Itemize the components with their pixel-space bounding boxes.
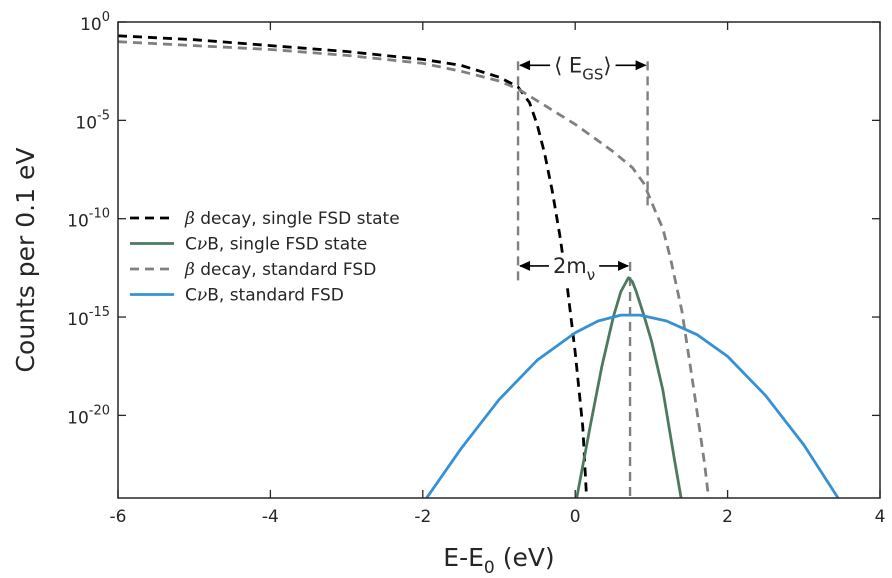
legend-item-1: CνB, single FSD state xyxy=(130,235,367,255)
ground-state-energy-bracket-label-bg xyxy=(550,52,616,85)
neutrino-mass-bracket-label: 2mν xyxy=(553,254,595,284)
y-tick-label-1: 10-5 xyxy=(75,108,110,133)
ground-state-energy-bracket: ⟨ EGS⟩ xyxy=(519,52,647,85)
series-line-2 xyxy=(118,40,710,498)
legend: β decay, single FSD state CνB, single FSD… xyxy=(130,209,400,306)
x-tick-label-5: 4 xyxy=(875,507,886,527)
annotations: ⟨ EGS⟩ 2mν xyxy=(519,52,647,285)
y-tick-label-3: 10-15 xyxy=(67,305,110,330)
legend-label-0: β decay, single FSD state xyxy=(184,209,400,229)
legend-item-2: β decay, standard FSD xyxy=(130,260,376,280)
legend-label-1: CνB, single FSD state xyxy=(185,235,367,255)
plot-clip-group xyxy=(118,34,840,498)
plot-area xyxy=(118,34,840,498)
neutrino-mass-bracket-label-bg xyxy=(548,252,600,285)
y-tick-label-4: 10-20 xyxy=(67,403,110,428)
x-axis-title: E-E0 (eV) xyxy=(443,543,554,578)
series-line-0 xyxy=(118,34,588,498)
series-line-1 xyxy=(575,276,683,498)
x-tick-label-1: -4 xyxy=(262,507,279,527)
x-tick-label-2: -2 xyxy=(414,507,431,527)
x-tick-label-0: -6 xyxy=(110,507,127,527)
y-tick-label-0: 100 xyxy=(80,10,110,35)
plot-frame xyxy=(117,21,881,499)
ground-state-energy-bracket-label: ⟨ EGS⟩ xyxy=(554,53,612,83)
y-axis-title: Counts per 0.1 eV xyxy=(11,148,40,373)
series-line-3 xyxy=(425,313,840,498)
ground-state-energy-bracket-arrowhead-left xyxy=(519,60,531,71)
x-tick-label-4: 2 xyxy=(722,507,733,527)
y-tick-label-2: 10-10 xyxy=(67,207,110,232)
ground-state-energy-bracket-arrowhead-right xyxy=(635,60,647,71)
x-tick-label-3: 0 xyxy=(570,507,581,527)
legend-item-3: CνB, standard FSD xyxy=(130,286,344,306)
legend-item-0: β decay, single FSD state xyxy=(130,209,400,229)
neutrino-mass-bracket-arrowhead-right xyxy=(618,260,630,271)
neutrino-mass-bracket-arrowhead-left xyxy=(519,260,531,271)
legend-label-3: CνB, standard FSD xyxy=(185,286,344,306)
legend-label-2: β decay, standard FSD xyxy=(184,260,376,280)
neutrino-mass-bracket: 2mν xyxy=(519,252,630,285)
axis-ticks: -6 -4 -2 0 2 4 100 10-5 10-10 10-15 10-20 xyxy=(67,10,885,527)
